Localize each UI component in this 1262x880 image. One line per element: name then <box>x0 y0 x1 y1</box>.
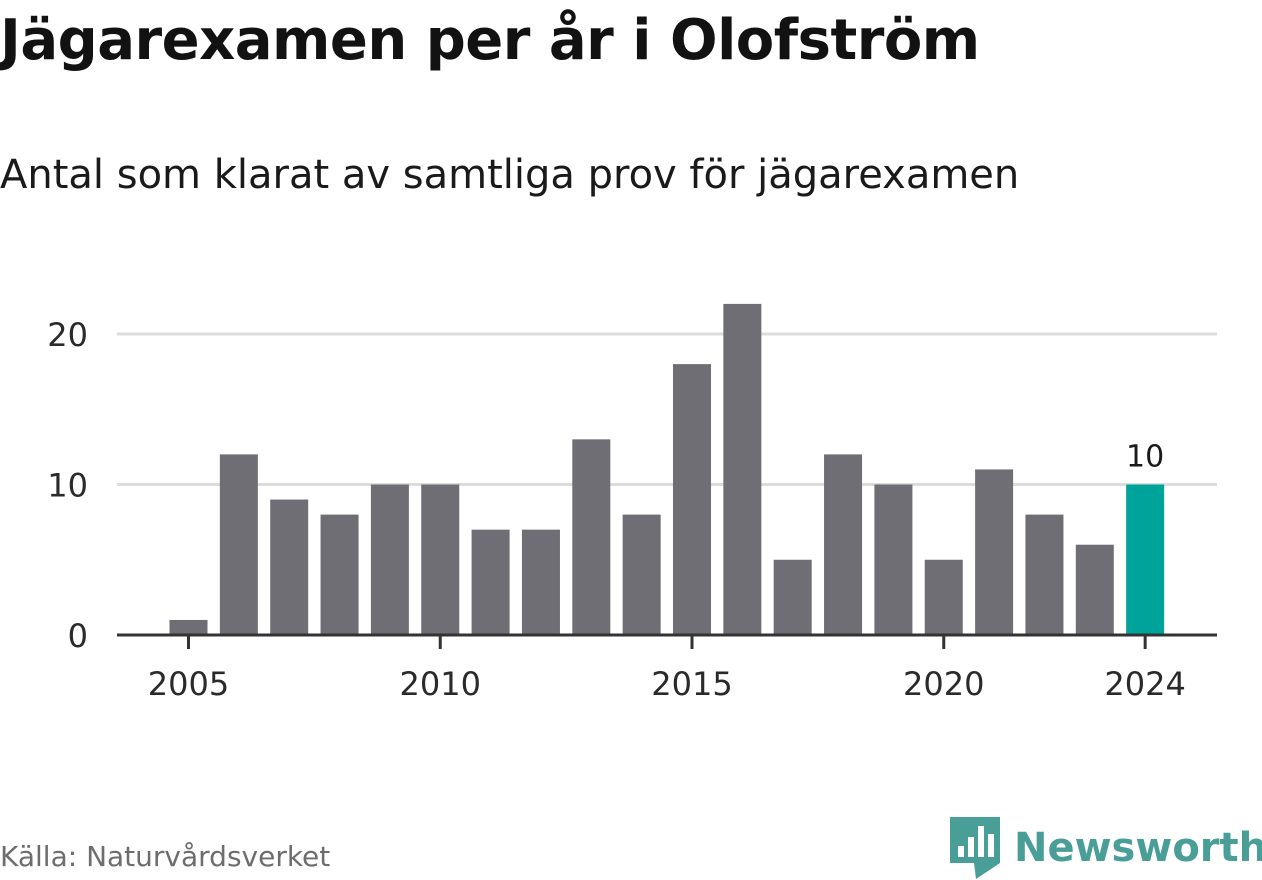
chart-subtitle: Antal som klarat av samtliga prov för jä… <box>0 152 1020 198</box>
bar <box>1075 544 1114 635</box>
bar <box>169 619 208 635</box>
bar <box>572 439 611 635</box>
x-tick-label: 2015 <box>651 665 732 703</box>
source-note: Källa: Naturvårdsverket <box>0 840 331 873</box>
bar <box>421 484 460 635</box>
y-tick-label: 10 <box>47 467 88 505</box>
bar <box>270 499 309 635</box>
y-tick-label: 20 <box>47 316 88 354</box>
labels: 0 10 20 2005 2010 2015 2020 2024 10 <box>47 316 1186 703</box>
bar <box>723 303 762 635</box>
bar <box>773 559 812 635</box>
axes <box>117 633 1217 649</box>
x-tick-label: 2010 <box>400 665 481 703</box>
bar <box>924 559 963 635</box>
x-tick-label: 2005 <box>148 665 229 703</box>
bar <box>622 514 661 635</box>
bars <box>169 303 1165 635</box>
brand-name: Newsworthy <box>1014 825 1262 871</box>
bar <box>471 529 510 635</box>
gridlines <box>117 332 1217 486</box>
chart-title: Jägarexamen per år i Olofström <box>0 8 980 73</box>
x-tick-label: 2020 <box>903 665 984 703</box>
bar <box>320 514 359 635</box>
y-tick-label: 0 <box>68 617 88 655</box>
brand: Newsworthy <box>950 816 1262 880</box>
newsworthy-logo-icon <box>950 817 1000 879</box>
bar <box>1025 514 1064 635</box>
bar <box>975 469 1014 635</box>
bar <box>219 454 258 635</box>
bar <box>874 484 913 635</box>
bar <box>370 484 409 635</box>
bar-chart: 0 10 20 2005 2010 2015 2020 2024 10 <box>47 303 1217 703</box>
data-label-highlight: 10 <box>1126 440 1164 475</box>
bar-highlight <box>1126 484 1165 635</box>
bar <box>824 454 863 635</box>
bar <box>673 364 711 635</box>
bar <box>521 529 560 635</box>
x-tick-label: 2024 <box>1104 665 1185 703</box>
